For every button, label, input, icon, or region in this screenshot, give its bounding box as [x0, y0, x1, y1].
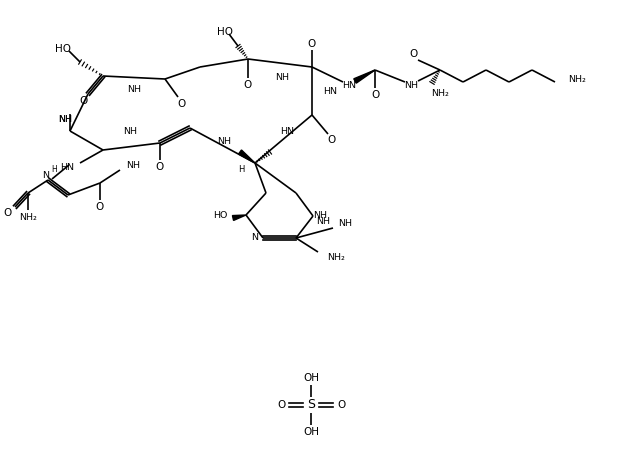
Text: NH: NH	[58, 115, 72, 124]
Text: N: N	[42, 170, 49, 179]
Text: O: O	[327, 135, 335, 145]
Text: O: O	[277, 400, 285, 410]
Text: H: H	[51, 166, 57, 175]
Text: S: S	[307, 399, 315, 411]
Text: NH₂: NH₂	[431, 88, 449, 97]
Text: O: O	[156, 162, 164, 172]
Text: NH: NH	[58, 115, 72, 124]
Text: NH: NH	[127, 86, 141, 95]
Polygon shape	[232, 215, 246, 221]
Text: NH: NH	[313, 212, 327, 221]
Text: O: O	[177, 99, 185, 109]
Text: NH: NH	[316, 217, 330, 226]
Text: HN: HN	[323, 87, 337, 96]
Text: O: O	[80, 96, 88, 106]
Text: N: N	[251, 234, 258, 243]
Text: O: O	[308, 39, 316, 49]
Text: O: O	[4, 208, 12, 218]
Text: HO: HO	[214, 212, 228, 221]
Text: O: O	[244, 80, 252, 90]
Text: O: O	[371, 90, 379, 100]
Text: HN: HN	[342, 80, 356, 89]
Polygon shape	[239, 150, 255, 163]
Text: NH₂: NH₂	[327, 253, 345, 262]
Text: NH: NH	[404, 80, 418, 89]
Text: OH: OH	[303, 373, 319, 383]
Text: NH: NH	[217, 138, 231, 147]
Text: O: O	[96, 202, 104, 212]
Text: HO: HO	[55, 44, 71, 54]
Text: NH₂: NH₂	[19, 213, 37, 222]
Text: NH: NH	[275, 74, 289, 83]
Text: HO: HO	[217, 27, 233, 37]
Text: NH: NH	[126, 161, 140, 170]
Text: O: O	[410, 49, 418, 59]
Text: HN: HN	[60, 162, 74, 171]
Text: HN: HN	[280, 128, 294, 137]
Polygon shape	[354, 70, 375, 83]
Text: OH: OH	[303, 427, 319, 437]
Text: O: O	[337, 400, 345, 410]
Text: H: H	[238, 165, 244, 174]
Text: NH: NH	[123, 128, 137, 137]
Text: NH₂: NH₂	[568, 75, 586, 84]
Text: NH: NH	[338, 220, 352, 229]
